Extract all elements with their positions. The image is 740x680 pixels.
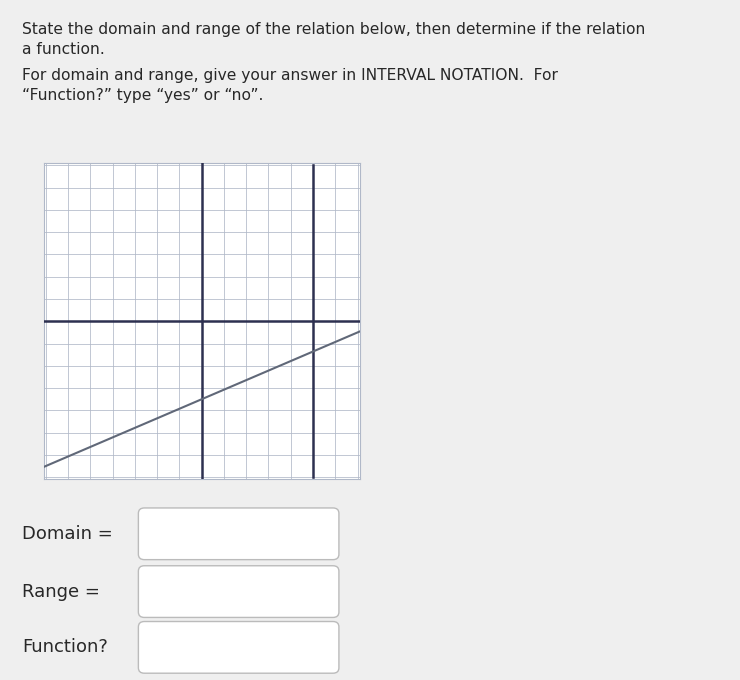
Text: State the domain and range of the relation below, then determine if the relation: State the domain and range of the relati… [22,22,645,37]
Text: “Function?” type “yes” or “no”.: “Function?” type “yes” or “no”. [22,88,263,103]
Text: a function.: a function. [22,42,105,57]
Text: Range =: Range = [22,583,100,600]
Text: Domain =: Domain = [22,525,113,543]
Text: Function?: Function? [22,639,108,656]
Text: For domain and range, give your answer in INTERVAL NOTATION.  For: For domain and range, give your answer i… [22,68,558,83]
